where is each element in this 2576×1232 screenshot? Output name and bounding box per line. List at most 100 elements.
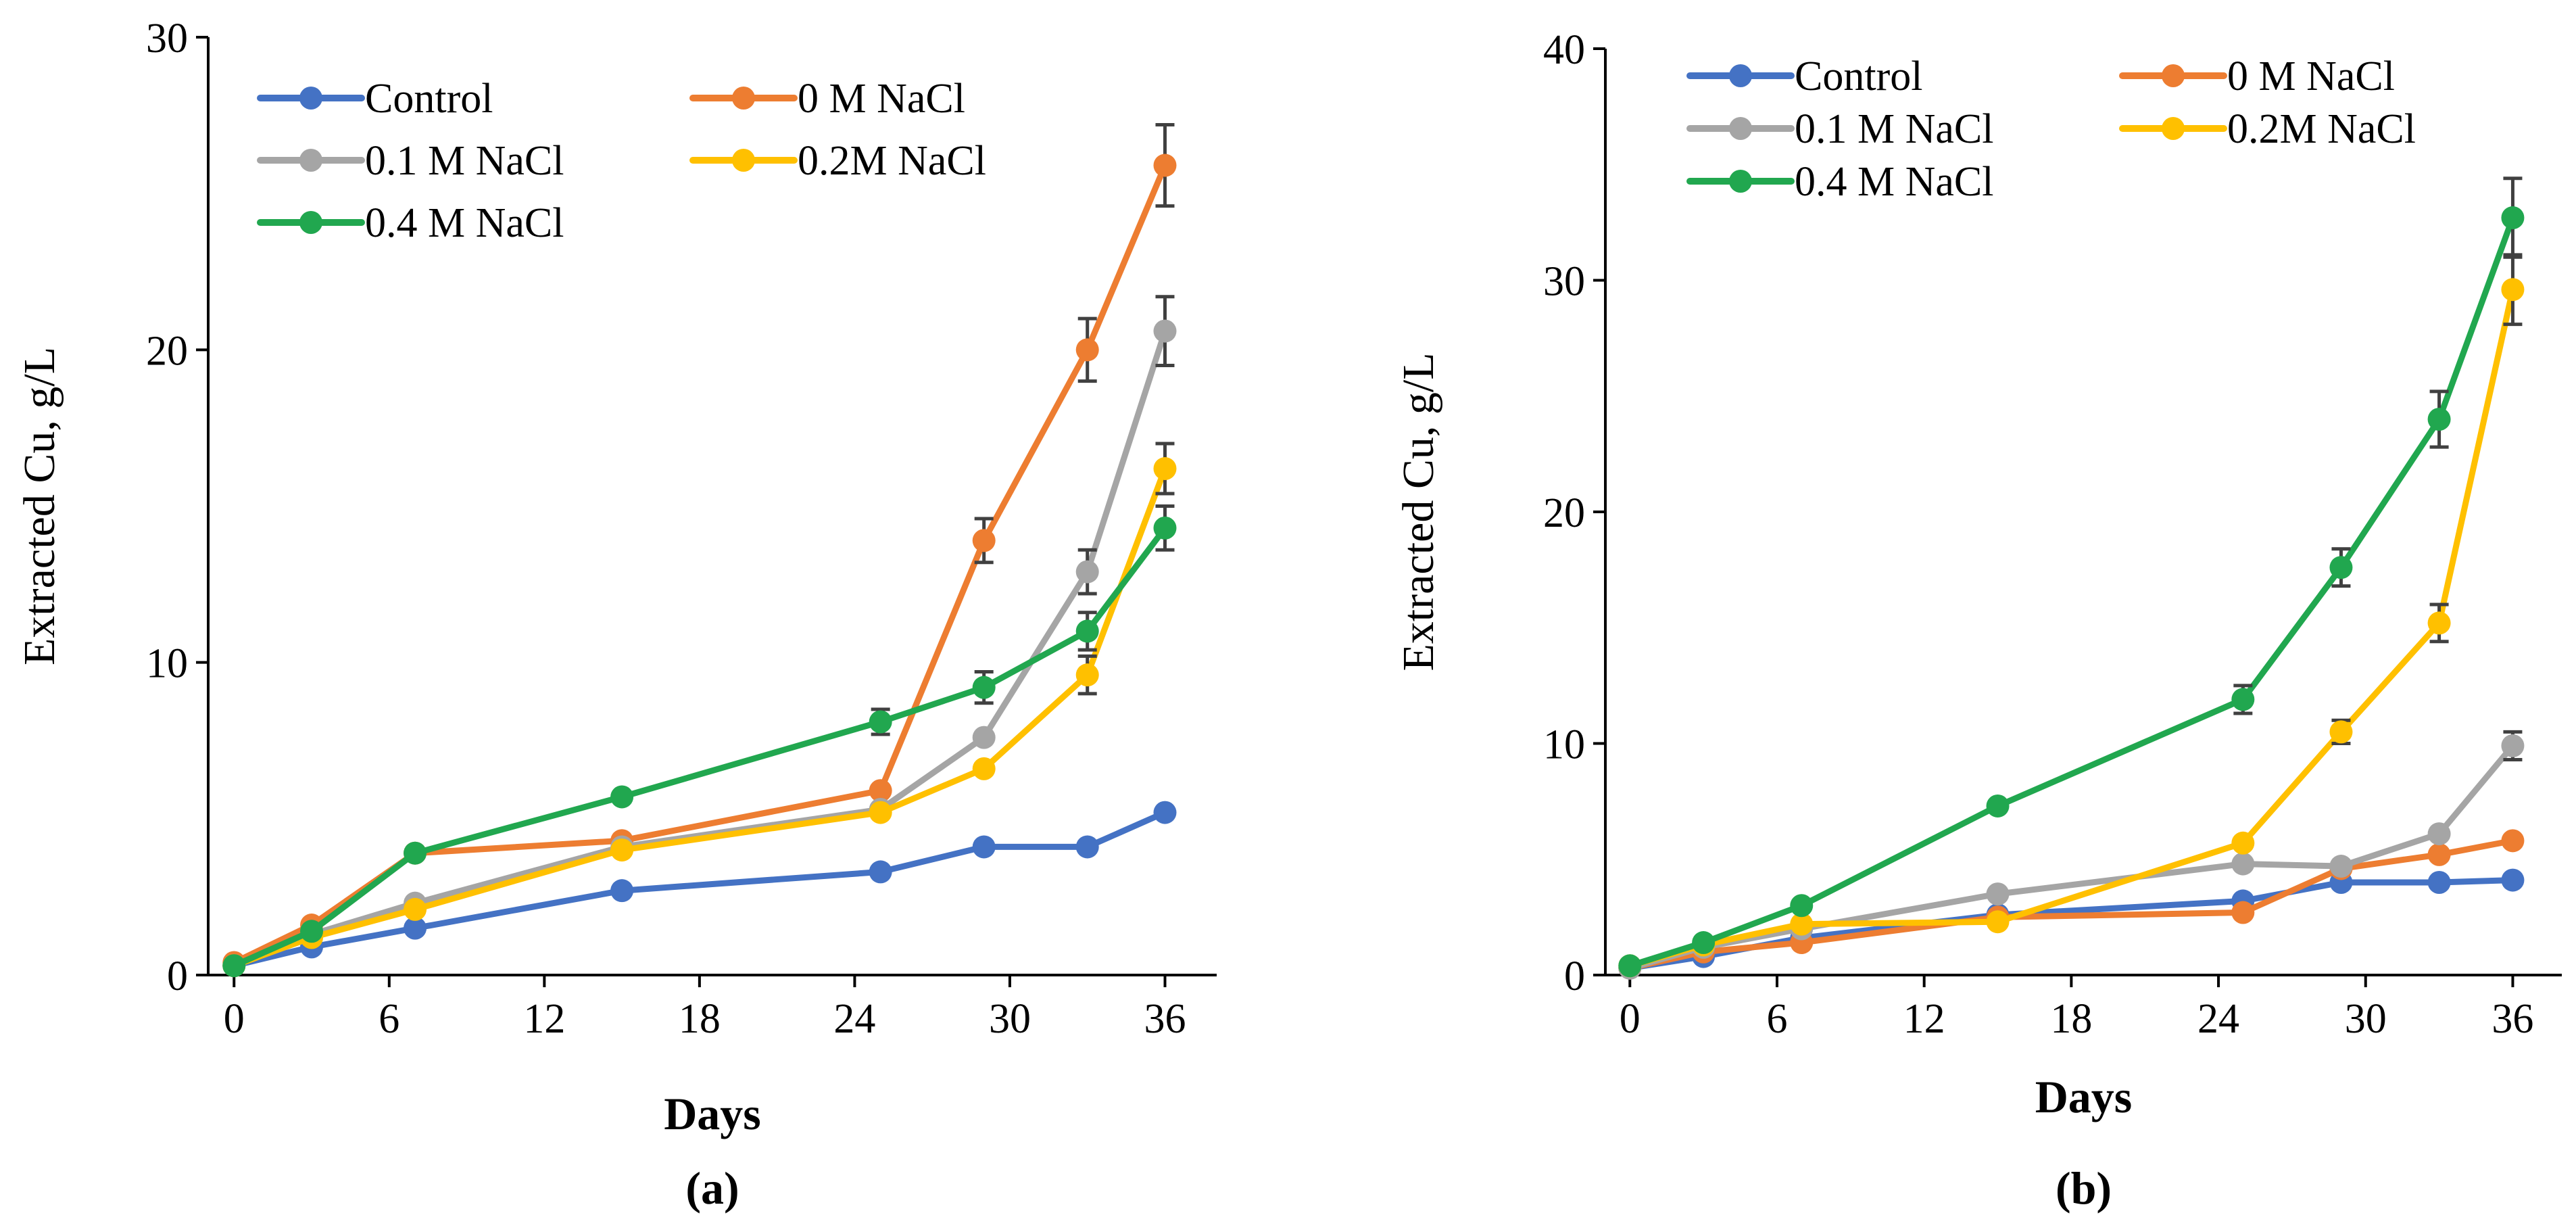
y-axis-title: Extracted Cu, g/L: [1394, 352, 1443, 671]
series-line: [230, 162, 1168, 966]
data-point: [2427, 871, 2451, 894]
data-point: [2427, 408, 2451, 431]
data-point: [2427, 843, 2451, 866]
legend-swatch-marker: [732, 149, 755, 172]
data-point: [1153, 801, 1177, 824]
data-point: [2231, 831, 2255, 855]
x-tick-label: 30: [2345, 996, 2387, 1042]
data-point: [2501, 734, 2525, 757]
legend-label: 0.2M NaCl: [798, 138, 986, 184]
chart-panel-b: 0 10 20 30 40 0 6 12 18 24 30 36 Days Extracted Cu, g…: [1394, 27, 2562, 1214]
data-point: [610, 838, 634, 862]
data-point: [1075, 663, 1099, 687]
legend-item: 0.2M NaCl: [2119, 106, 2416, 152]
data-point: [1790, 894, 1814, 918]
data-point: [2501, 206, 2525, 230]
chart-panel-a: 0 10 20 30 0 6 12 18 24 30 36 Days Extracted Cu, g/L…: [15, 16, 1217, 1214]
data-point: [2329, 556, 2353, 579]
data-point: [1075, 560, 1099, 584]
data-point: [869, 801, 892, 824]
legend-item: 0 M NaCl: [689, 76, 965, 122]
data-point: [1153, 319, 1177, 343]
x-tick-label: 18: [679, 996, 721, 1042]
x-tick-label: 24: [833, 996, 875, 1042]
panel-label: (a): [685, 1162, 739, 1214]
series-line: [1626, 214, 2516, 969]
data-point: [2501, 278, 2525, 302]
series-line: [1626, 877, 2516, 972]
data-point: [1153, 153, 1177, 177]
y-tick-label: 10: [1543, 722, 1585, 768]
legend-label: 0.4 M NaCl: [1795, 159, 1994, 205]
series-line: [1626, 286, 2516, 969]
legend-item: 0.4 M NaCl: [257, 200, 564, 246]
legend-swatch-marker: [732, 87, 755, 110]
data-point: [404, 916, 427, 940]
x-tick-label: 18: [2050, 996, 2092, 1042]
legend-label: 0.1 M NaCl: [1795, 106, 1994, 152]
data-point: [404, 841, 427, 865]
legend-label: Control: [365, 76, 493, 122]
legend-item: 0 M NaCl: [2119, 53, 2395, 99]
data-point: [300, 920, 324, 943]
legend-label: 0.1 M NaCl: [365, 138, 564, 184]
y-tick-label: 20: [1543, 490, 1585, 536]
x-tick-label: 0: [1620, 996, 1641, 1042]
x-tick-label: 6: [1766, 996, 1787, 1042]
data-point: [2427, 822, 2451, 846]
series-2: [1618, 730, 2525, 980]
data-point: [610, 879, 634, 903]
data-point: [1075, 338, 1099, 362]
data-point: [404, 897, 427, 921]
x-tick-label: 12: [1903, 996, 1945, 1042]
data-point: [2231, 901, 2255, 924]
x-tick-label: 36: [1144, 996, 1186, 1042]
y-tick-label: 30: [146, 16, 188, 62]
x-tick-label: 6: [379, 996, 399, 1042]
data-point: [1075, 835, 1099, 859]
legend-item: 0.2M NaCl: [689, 138, 986, 184]
y-tick-label: 20: [146, 328, 188, 374]
data-point: [2231, 852, 2255, 876]
data-point: [972, 676, 996, 699]
legend-swatch-marker: [1729, 117, 1752, 140]
series-line: [230, 328, 1168, 969]
series-3: [222, 442, 1177, 978]
legend-swatch-marker: [1729, 64, 1752, 87]
series-3: [1618, 253, 2525, 978]
data-point: [869, 779, 892, 803]
legend-label: Control: [1795, 53, 1922, 99]
y-tick-label: 40: [1543, 27, 1585, 73]
data-point: [869, 860, 892, 884]
y-tick-label: 30: [1543, 259, 1585, 305]
data-point: [1986, 794, 2010, 818]
data-point: [869, 710, 892, 734]
data-point: [1153, 457, 1177, 481]
data-point: [2501, 868, 2525, 892]
data-point: [1986, 910, 2010, 934]
legend-swatch-marker: [1729, 170, 1752, 193]
x-tick-label: 0: [224, 996, 245, 1042]
legend-swatch-marker: [299, 87, 322, 110]
legend-label: 0.2M NaCl: [2227, 106, 2416, 152]
y-tick-label: 0: [1564, 953, 1585, 999]
x-tick-label: 30: [989, 996, 1031, 1042]
legend-item: Control: [1686, 53, 1922, 99]
data-point: [2329, 720, 2353, 744]
y-tick-label: 10: [146, 641, 188, 687]
legend: Control 0 M NaCl 0.1 M NaCl 0.2M NaCl 0.4 M …: [257, 76, 986, 246]
data-point: [1790, 912, 1814, 936]
data-point: [1618, 954, 1642, 978]
data-point: [972, 835, 996, 859]
panel-label: (b): [2056, 1162, 2112, 1214]
legend-item: 0.1 M NaCl: [1686, 106, 1994, 152]
series-4: [1618, 176, 2525, 978]
legend-label: 0.4 M NaCl: [365, 200, 564, 246]
data-point: [972, 726, 996, 749]
data-point: [1153, 516, 1177, 540]
data-point: [1986, 882, 2010, 906]
legend-swatch-marker: [299, 149, 322, 172]
legend-label: 0 M NaCl: [798, 76, 965, 122]
legend-swatch-marker: [299, 211, 322, 234]
